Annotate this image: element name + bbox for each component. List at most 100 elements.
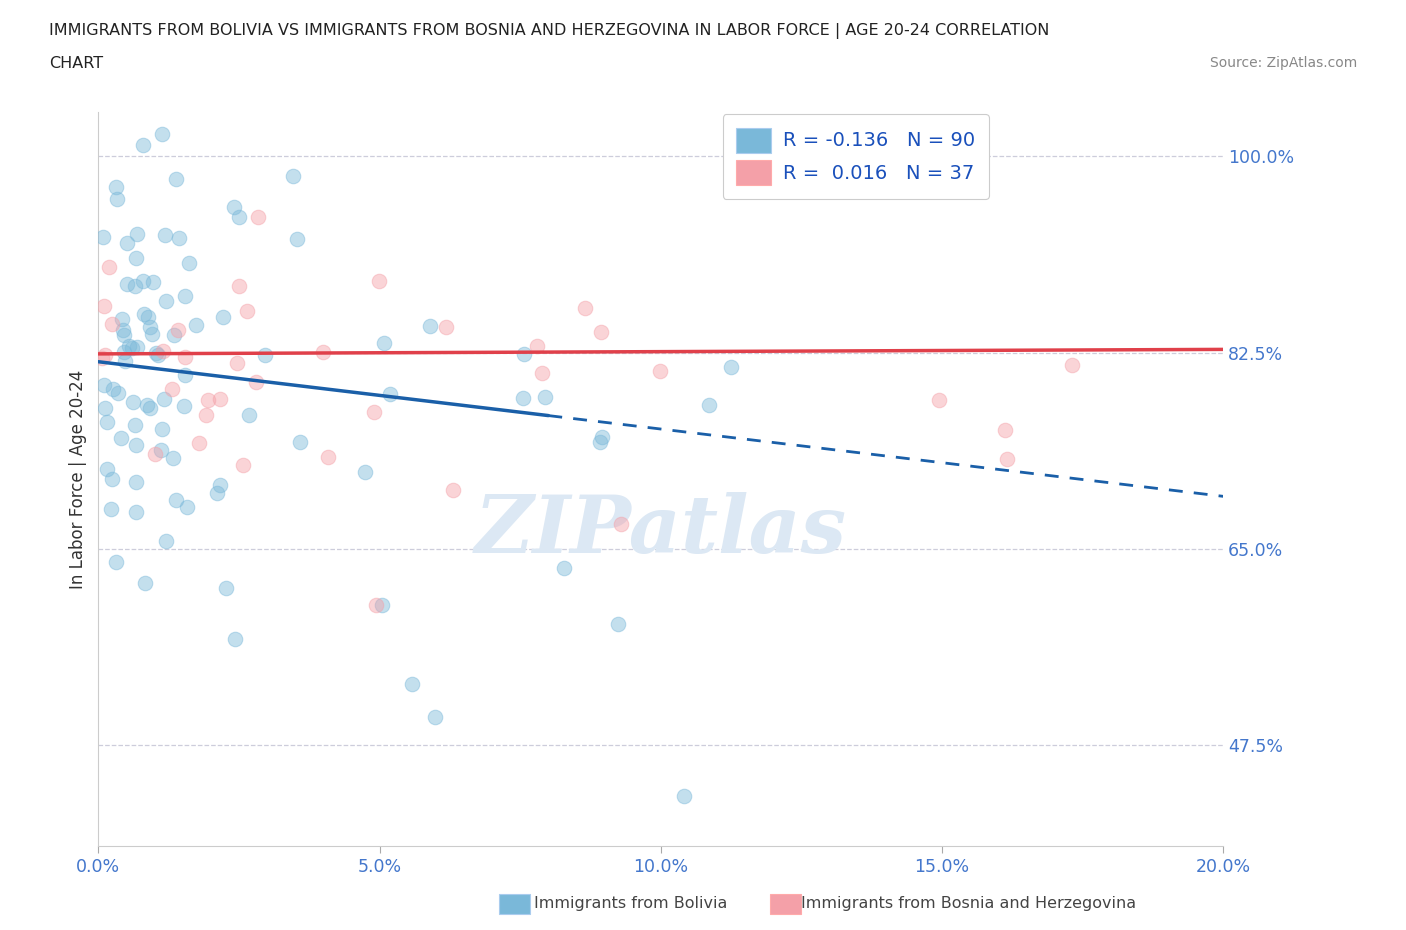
Point <box>225 355 247 370</box>
Point <box>93 378 115 392</box>
Point <box>995 452 1018 467</box>
Point <box>98 259 121 274</box>
Point <box>194 408 217 423</box>
Point <box>371 598 394 613</box>
Point <box>125 437 148 452</box>
Legend: R = -0.136   N = 90, R =  0.016   N = 37: R = -0.136 N = 90, R = 0.016 N = 37 <box>723 114 988 199</box>
Point <box>526 339 548 353</box>
Point <box>105 192 128 206</box>
Point <box>136 310 159 325</box>
Point <box>354 464 377 479</box>
Point <box>553 561 575 576</box>
Point <box>138 320 160 335</box>
Point <box>232 458 254 472</box>
Point <box>512 391 534 405</box>
Y-axis label: In Labor Force | Age 20-24: In Labor Force | Age 20-24 <box>69 369 87 589</box>
Point <box>224 631 246 646</box>
Text: IMMIGRANTS FROM BOLIVIA VS IMMIGRANTS FROM BOSNIA AND HERZEGOVINA IN LABOR FORCE: IMMIGRANTS FROM BOLIVIA VS IMMIGRANTS FR… <box>49 23 1050 39</box>
Point <box>138 401 160 416</box>
Point <box>176 500 198 515</box>
Point <box>150 126 173 141</box>
Point <box>110 431 132 445</box>
Point <box>380 387 402 402</box>
Point <box>173 398 195 413</box>
Point <box>111 312 134 326</box>
Point <box>419 319 441 334</box>
Point <box>125 251 148 266</box>
Point <box>589 435 612 450</box>
Point <box>1062 357 1084 372</box>
Point <box>94 401 117 416</box>
Point <box>228 279 250 294</box>
Point <box>125 505 148 520</box>
Point <box>928 392 950 407</box>
Point <box>104 555 127 570</box>
Point <box>173 350 195 365</box>
Point <box>152 344 174 359</box>
Point <box>187 435 209 450</box>
Point <box>135 398 157 413</box>
Point <box>112 327 135 342</box>
Point <box>121 394 143 409</box>
Point <box>368 274 391 289</box>
Point <box>290 435 312 450</box>
Point <box>281 169 304 184</box>
Point <box>115 235 138 250</box>
Point <box>208 477 231 492</box>
Text: ZIPatlas: ZIPatlas <box>475 492 846 569</box>
Point <box>149 443 172 458</box>
Point <box>513 346 536 361</box>
Point <box>112 344 135 359</box>
Point <box>530 365 553 380</box>
Point <box>228 209 250 224</box>
Point <box>121 340 143 355</box>
Point <box>145 346 167 361</box>
Point <box>215 580 238 595</box>
Point <box>994 423 1017 438</box>
FancyBboxPatch shape <box>770 894 801 914</box>
Point <box>246 209 269 224</box>
Point <box>163 328 186 343</box>
Point <box>609 517 631 532</box>
Point <box>100 316 122 331</box>
Point <box>115 276 138 291</box>
Point <box>143 446 166 461</box>
Point <box>177 255 200 270</box>
Point <box>316 449 339 464</box>
Point <box>209 392 232 406</box>
Point <box>125 226 148 241</box>
Text: Source: ZipAtlas.com: Source: ZipAtlas.com <box>1209 56 1357 70</box>
Point <box>111 323 134 338</box>
Point <box>441 482 464 497</box>
Point <box>96 414 118 429</box>
Point <box>124 418 146 432</box>
Point <box>574 301 596 316</box>
Point <box>134 306 156 321</box>
Point <box>153 392 176 406</box>
Point <box>534 390 557 405</box>
Text: Immigrants from Bosnia and Herzegovina: Immigrants from Bosnia and Herzegovina <box>801 897 1136 911</box>
Point <box>591 430 613 445</box>
Point <box>589 325 612 339</box>
Point <box>131 138 153 153</box>
Point <box>166 323 188 338</box>
Point <box>648 364 671 379</box>
Point <box>238 407 260 422</box>
Point <box>127 339 149 354</box>
Point <box>118 339 141 353</box>
Point <box>401 676 423 691</box>
Point <box>363 405 385 420</box>
Point <box>285 232 308 246</box>
Point <box>134 576 156 591</box>
Point <box>104 179 127 194</box>
Point <box>373 336 395 351</box>
Point <box>184 317 207 332</box>
Point <box>434 319 457 334</box>
Point <box>236 303 259 318</box>
Point <box>90 351 112 365</box>
Point <box>100 501 122 516</box>
Point <box>224 199 246 214</box>
Point <box>212 310 235 325</box>
Point <box>141 274 163 289</box>
Point <box>155 534 177 549</box>
